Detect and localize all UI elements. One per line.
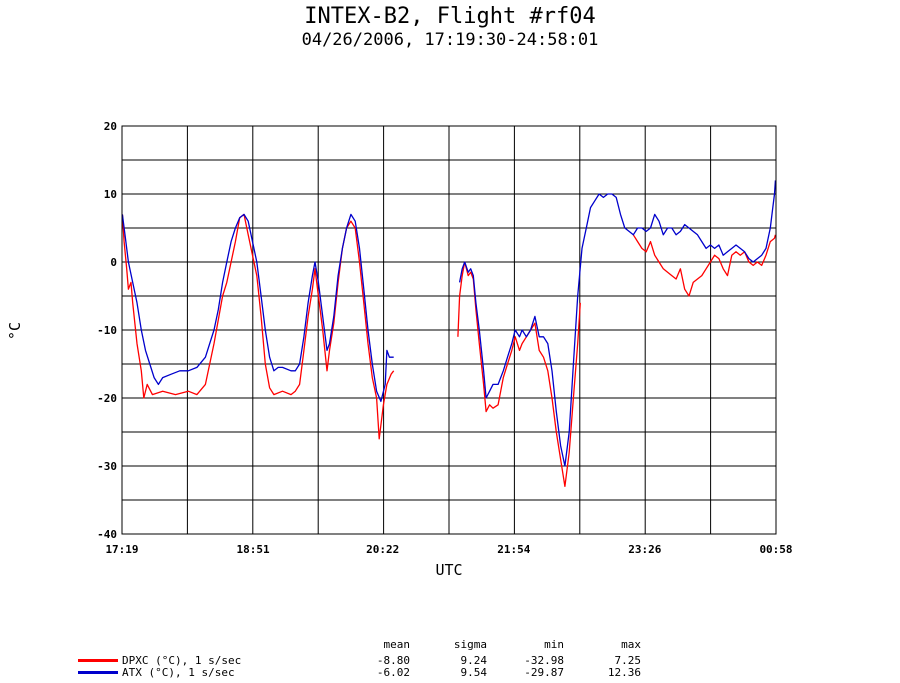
legend-mean-atx: -6.02 — [376, 666, 410, 679]
legend-row-dpxc: DPXC (°C), 1 s/sec -8.80 9.24 -32.98 7.2… — [0, 654, 900, 667]
series-line-dpxc — [121, 213, 395, 440]
series-line-atx — [121, 213, 394, 403]
series-line-dpxc — [457, 261, 581, 488]
legend-min-atx: -29.87 — [524, 666, 564, 679]
axes — [121, 125, 777, 535]
legend-header-sigma: sigma — [453, 638, 487, 651]
y-tick-label: -10 — [97, 324, 117, 337]
chart-subtitle: 04/26/2006, 17:19:30-24:58:01 — [301, 30, 599, 50]
legend-sigma-atx: 9.54 — [460, 666, 488, 679]
y-tick-label: 0 — [110, 256, 117, 269]
legend-header-max: max — [621, 638, 641, 651]
legend-mean-dpxc: -8.80 — [376, 654, 410, 667]
legend-swatch-dpxc — [78, 659, 118, 662]
legend-label-atx: ATX (°C), 1 s/sec — [122, 666, 235, 679]
chart-title: INTEX-B2, Flight #rf04 — [304, 4, 596, 29]
legend-min-dpxc: -32.98 — [524, 654, 564, 667]
legend-swatch-atx — [78, 671, 118, 674]
y-tick-label: -20 — [97, 392, 117, 405]
y-tick-label: -40 — [97, 528, 117, 541]
legend-max-dpxc: 7.25 — [614, 654, 642, 667]
series-line-atx — [458, 180, 777, 467]
x-tick-label: 17:19 — [105, 543, 138, 556]
plot-frame — [121, 125, 777, 535]
legend-label-dpxc: DPXC (°C), 1 s/sec — [122, 654, 242, 667]
tick-labels: -40 -30 -20 -10 0 10 20 17:19 18:51 20:22 21:54 23:… — [97, 120, 792, 556]
x-tick-label: 20:22 — [366, 543, 399, 556]
y-tick-label: -30 — [97, 460, 117, 473]
x-tick-label: 00:58 — [759, 543, 792, 556]
x-axis-label: UTC — [435, 561, 462, 579]
series-line-dpxc — [632, 234, 777, 297]
legend-max-atx: 12.36 — [607, 666, 641, 679]
legend-row-atx: ATX (°C), 1 s/sec -6.02 9.54 -29.87 12.3… — [0, 666, 900, 679]
x-tick-label: 23:26 — [628, 543, 661, 556]
x-tick-label: 18:51 — [236, 543, 269, 556]
legend: mean sigma min max DPXC (°C), 1 s/sec -8… — [0, 638, 900, 683]
legend-header-min: min — [544, 638, 564, 651]
y-tick-label: 10 — [104, 188, 117, 201]
grid-lines — [122, 126, 776, 534]
y-tick-label: 20 — [104, 120, 117, 133]
x-tick-label: 21:54 — [497, 543, 530, 556]
line-chart: -40 -30 -20 -10 0 10 20 17:19 18:51 20:22 21:54 23:… — [6, 120, 793, 579]
series-lines — [121, 180, 777, 488]
legend-header-mean: mean — [383, 638, 411, 651]
y-axis-label: °C — [6, 322, 24, 340]
legend-sigma-dpxc: 9.24 — [460, 654, 488, 667]
